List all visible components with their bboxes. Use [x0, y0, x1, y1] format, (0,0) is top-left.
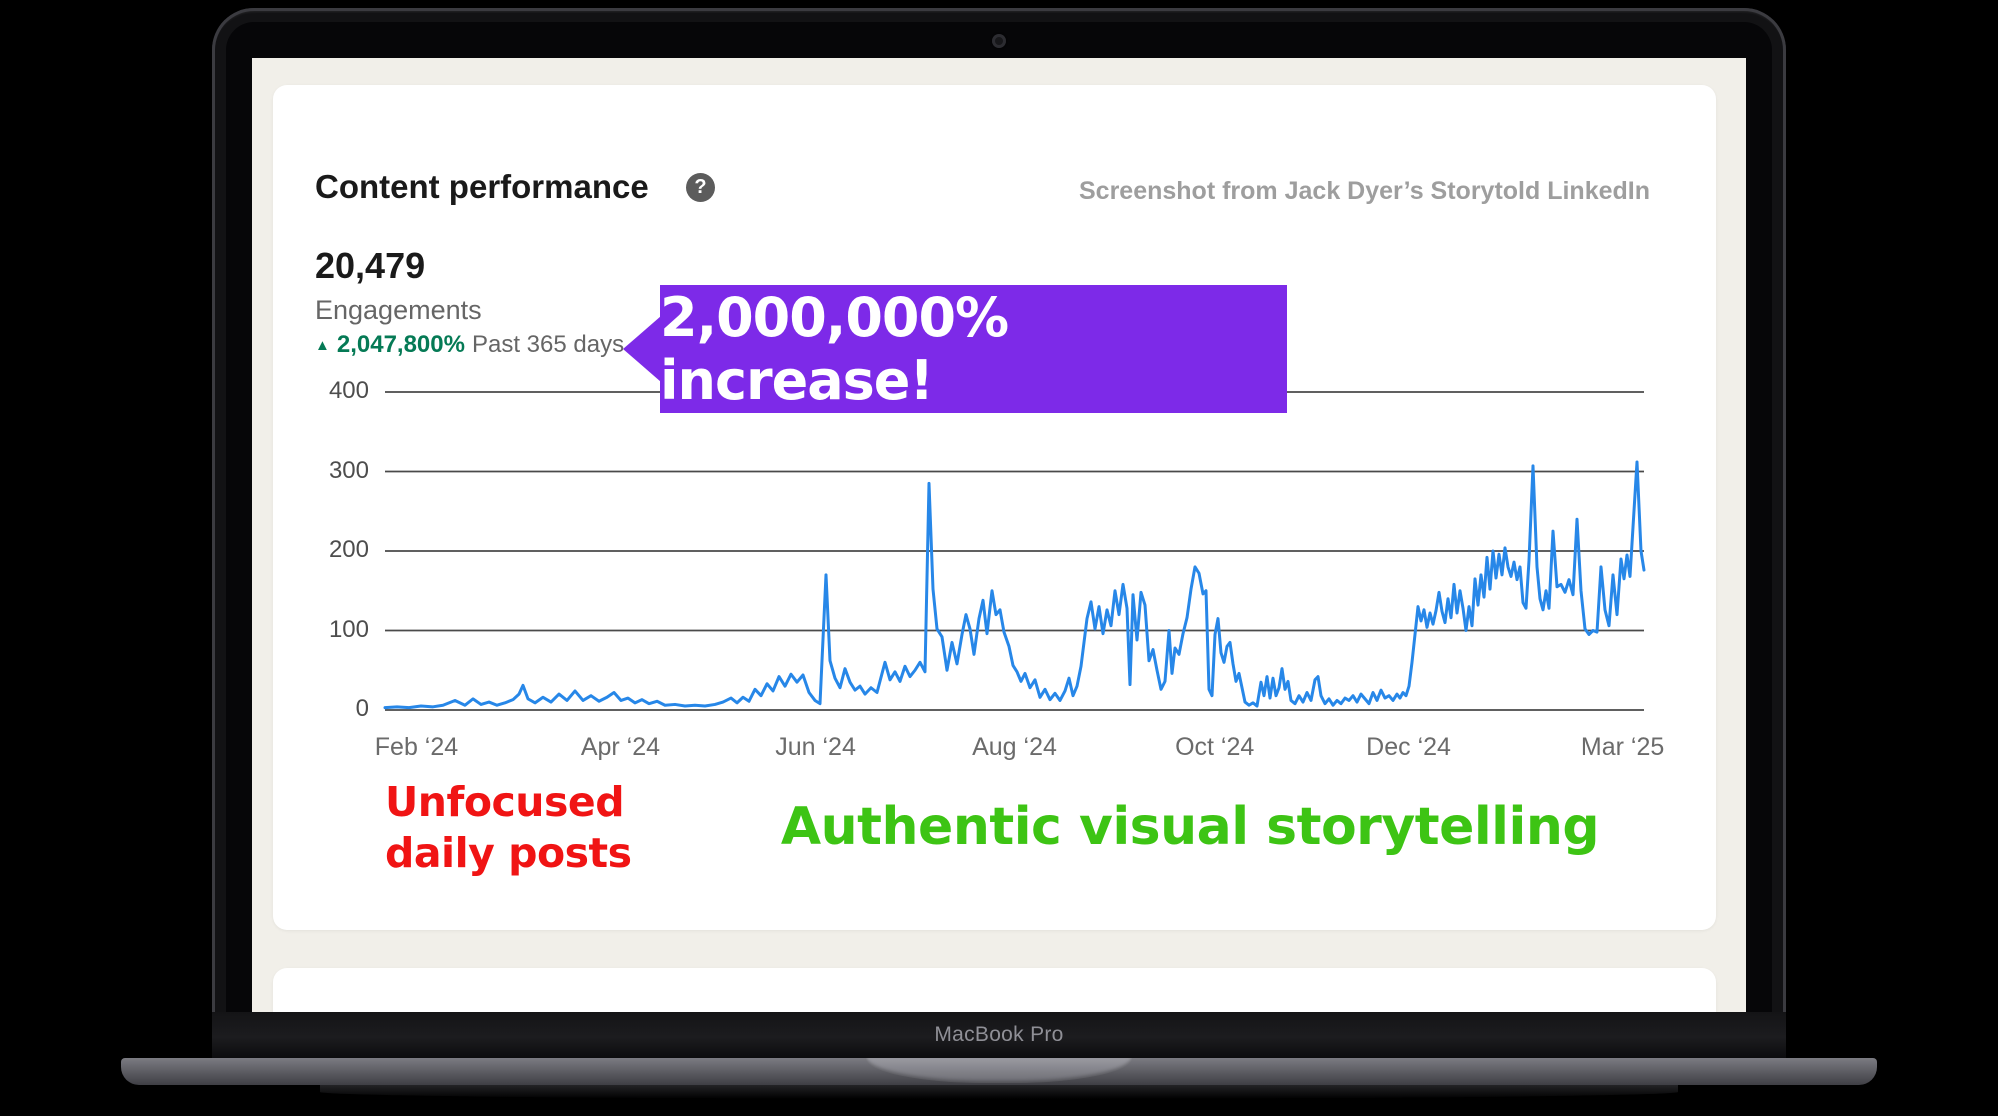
delta-period: Past 365 days — [471, 331, 625, 358]
y-tick-0: 0 — [355, 695, 369, 722]
chart-gridlines — [385, 392, 1644, 710]
x-tick-6: Mar ‘25 — [1580, 733, 1665, 761]
x-tick-4: Oct ‘24 — [1175, 733, 1255, 761]
engagement-series-line — [385, 462, 1644, 708]
laptop-base — [121, 1058, 1877, 1085]
engagement-chart[interactable] — [385, 392, 1644, 710]
help-icon[interactable]: ? — [686, 173, 715, 202]
source-caption: Screenshot from Jack Dyer’s Storytold Li… — [1079, 177, 1650, 205]
y-tick-300: 300 — [328, 456, 369, 484]
engagement-line-svg — [385, 392, 1644, 710]
engagements-total: 20,479 — [315, 245, 426, 286]
up-arrow-icon: ▲ — [315, 336, 330, 354]
x-tick-5: Dec ‘24 — [1366, 733, 1451, 761]
x-tick-1: Apr ‘24 — [580, 733, 661, 761]
unfocused-posts-line2: daily posts — [385, 829, 632, 877]
macbook-pro-label: MacBook Pro — [934, 1023, 1064, 1046]
increase-callout-bubble: 2,000,000% increase! — [623, 285, 1287, 413]
increase-callout-text: 2,000,000% increase! — [660, 286, 1009, 412]
laptop-lid-notch — [866, 1058, 1132, 1083]
authentic-storytelling-label: Authentic visual storytelling — [780, 797, 1600, 857]
x-tick-0: Feb ‘24 — [374, 733, 459, 761]
unfocused-posts-line1: Unfocused — [385, 778, 625, 826]
laptop-chin-bezel: MacBook Pro — [212, 1012, 1786, 1058]
content-performance-card: Content performance ? Screenshot from Ja… — [273, 85, 1716, 930]
delta-row: ▲ 2,047,800% Past 365 days — [315, 331, 624, 359]
y-tick-400: 400 — [328, 377, 369, 404]
laptop-base-shadow — [320, 1085, 1678, 1099]
delta-percent: 2,047,800% — [336, 331, 465, 358]
engagements-label: Engagements — [315, 295, 482, 325]
next-card-partial — [273, 968, 1716, 1012]
page-title: Content performance — [315, 168, 649, 205]
y-tick-100: 100 — [328, 615, 369, 643]
x-tick-3: Aug ‘24 — [972, 733, 1057, 761]
x-tick-2: Jun ‘24 — [775, 733, 856, 761]
laptop-screen-frame: Content performance ? Screenshot from Ja… — [212, 8, 1786, 1058]
laptop-display: Content performance ? Screenshot from Ja… — [252, 58, 1746, 1012]
y-tick-200: 200 — [328, 536, 369, 563]
unfocused-posts-label: Unfocused daily posts — [385, 777, 632, 879]
webcam-icon — [992, 34, 1006, 48]
